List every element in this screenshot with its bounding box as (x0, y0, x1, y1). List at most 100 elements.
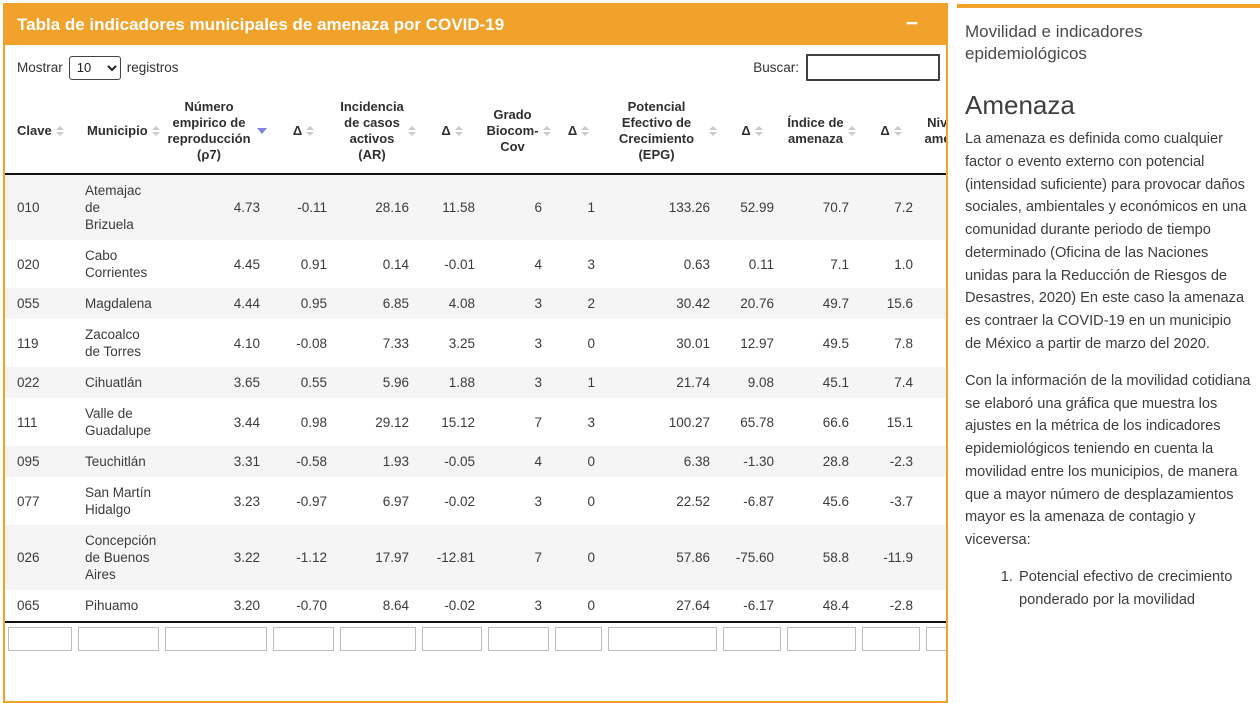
table-cell: San Martín Hidalgo (85, 485, 152, 517)
table-cell: 1 (587, 375, 595, 390)
table-row[interactable]: 010 Atemajac de Brizuela 4.73 -0.11 28.16 11.… (5, 174, 946, 240)
table-cell (923, 525, 946, 590)
column-header[interactable]: Municipio (75, 89, 162, 175)
table-cell: 7.8 (894, 335, 913, 351)
table-cell: 3 (534, 296, 542, 311)
column-filter-input[interactable] (422, 627, 482, 651)
table-cell: 3.44 (233, 414, 260, 430)
table-cell: Teuchitlán (85, 454, 146, 469)
page-length-select[interactable]: 10 (68, 55, 121, 80)
column-filter-input[interactable] (608, 627, 717, 651)
table-row[interactable]: 111 Valle de Guadalupe 3.44 0.98 29.12 15.12 7… (5, 398, 946, 446)
table-cell: 5.96 (382, 375, 409, 390)
page-length-label-after: registros (126, 60, 179, 75)
table-cell (923, 477, 946, 525)
sidebar-movilidad: Movilidad e indicadores epidemiológicos … (957, 4, 1260, 610)
column-filter-input[interactable] (723, 627, 781, 651)
table-cell: 065 (17, 598, 40, 613)
table-cell: 6.38 (683, 454, 710, 469)
column-label: Δ (441, 123, 451, 138)
table-cell: 0 (587, 598, 595, 613)
table-cell: 15.6 (886, 296, 913, 311)
column-header[interactable]: Δ (720, 89, 784, 175)
table-row[interactable]: 055 Magdalena 4.44 0.95 6.85 4.08 3 2 30.42 20.76… (5, 288, 946, 319)
column-header[interactable]: Δ (270, 89, 337, 175)
table-cell: 010 (17, 200, 40, 215)
table-cell: -0.02 (444, 598, 475, 613)
sort-updown-icon (56, 126, 64, 136)
table-row[interactable]: 065 Pihuamo 3.20 -0.70 8.64 -0.02 3 0 27.64 -6.17… (5, 590, 946, 622)
table-row[interactable]: 026 Concepción de Buenos Aires 3.22 -1.12 17… (5, 525, 946, 590)
table-row[interactable]: 077 San Martín Hidalgo 3.23 -0.97 6.97 -0.02 3… (5, 477, 946, 525)
column-filter-input[interactable] (340, 627, 416, 651)
column-header[interactable]: Clave (5, 89, 75, 175)
table-cell: Pihuamo (85, 598, 139, 613)
table-cell: -0.01 (444, 256, 475, 272)
table-cell: 055 (17, 296, 40, 311)
column-filter-input[interactable] (862, 627, 920, 651)
table-cell: -6.17 (743, 598, 774, 613)
column-filter-input[interactable] (787, 627, 856, 651)
column-label: Número empirico de reproducción (ρ7) (167, 99, 251, 162)
table-cell: 4.08 (448, 296, 475, 311)
column-header[interactable]: Δ (859, 89, 923, 175)
table-cell: -0.70 (296, 598, 327, 613)
table-cell (923, 174, 946, 240)
column-header[interactable]: Número empirico de reproducción (ρ7) (162, 89, 270, 175)
list-item: Potencial efectivo de crecimiento ponder… (1017, 566, 1251, 610)
column-filter-cell (337, 621, 419, 651)
table-cell: Cihuatlán (85, 375, 143, 390)
collapse-panel-button[interactable]: − (906, 13, 932, 38)
table-cell: 3.25 (448, 335, 475, 351)
table-cell: 1.93 (382, 454, 409, 469)
table-cell: 022 (17, 375, 40, 390)
table-cell: 6.97 (382, 493, 409, 509)
table-cell: 28.8 (822, 454, 849, 469)
column-header[interactable]: Δ (552, 89, 605, 175)
table-cell: 52.99 (740, 200, 774, 215)
table-cell: 100.27 (668, 414, 710, 430)
sort-updown-icon (152, 126, 160, 136)
table-cell: 7.1 (830, 256, 849, 272)
column-filter-input[interactable] (273, 627, 334, 651)
table-cell: 15.1 (886, 414, 913, 430)
column-filter-input[interactable] (78, 627, 159, 651)
page-length-control: Mostrar 10 registros (17, 55, 179, 80)
column-filter-cell (419, 621, 485, 651)
table-cell: -75.60 (735, 550, 774, 565)
column-header[interactable]: Incidencia de casos activos (AR) (337, 89, 419, 175)
table-cell: 49.7 (822, 296, 849, 311)
column-header[interactable]: Índice de amenaza (784, 89, 859, 175)
column-header[interactable]: Grado Biocom-Cov (485, 89, 552, 175)
table-cell: 4.45 (233, 256, 260, 272)
column-header[interactable]: Potencial Efectivo de Crecimiento (EPG) (605, 89, 720, 175)
table-row[interactable]: 095 Teuchitlán 3.31 -0.58 1.93 -0.05 4 0 6.38 -1.… (5, 446, 946, 477)
column-filter-cell (605, 621, 720, 651)
table-cell: 17.97 (375, 550, 409, 565)
search-input[interactable] (806, 54, 940, 81)
table-cell: 0.63 (683, 256, 710, 272)
table-cell: Zacoalco de Torres (85, 327, 142, 359)
table-cell: -1.30 (743, 454, 774, 469)
indicators-table: Clave Municipio Número empirico de reprodu… (5, 89, 946, 651)
table-row[interactable]: 119 Zacoalco de Torres 4.10 -0.08 7.33 3.25 3 0… (5, 319, 946, 367)
table-cell (923, 319, 946, 367)
table-cell: -0.02 (444, 493, 475, 509)
sort-updown-icon (306, 126, 314, 136)
sort-updown-icon (455, 126, 463, 136)
table-row[interactable]: 022 Cihuatlán 3.65 0.55 5.96 1.88 3 1 21.74 9.08 4… (5, 367, 946, 398)
table-cell: 4 (534, 256, 542, 272)
column-filter-cell (485, 621, 552, 651)
table-cell: 111 (17, 414, 38, 430)
column-filter-input[interactable] (8, 627, 72, 651)
column-header[interactable]: Δ (419, 89, 485, 175)
table-cell: 65.78 (740, 414, 774, 430)
table-cell: -3.7 (889, 493, 913, 509)
table-row[interactable]: 020 Cabo Corrientes 4.45 0.91 0.14 -0.01 4 3 0.6… (5, 240, 946, 288)
column-filter-input[interactable] (555, 627, 602, 651)
column-filter-input[interactable] (165, 627, 267, 651)
column-filter-input[interactable] (926, 627, 946, 651)
column-header[interactable]: Nivel de amenaza (923, 89, 946, 175)
column-filter-input[interactable] (488, 627, 549, 651)
table-cell: 1.0 (894, 256, 913, 272)
